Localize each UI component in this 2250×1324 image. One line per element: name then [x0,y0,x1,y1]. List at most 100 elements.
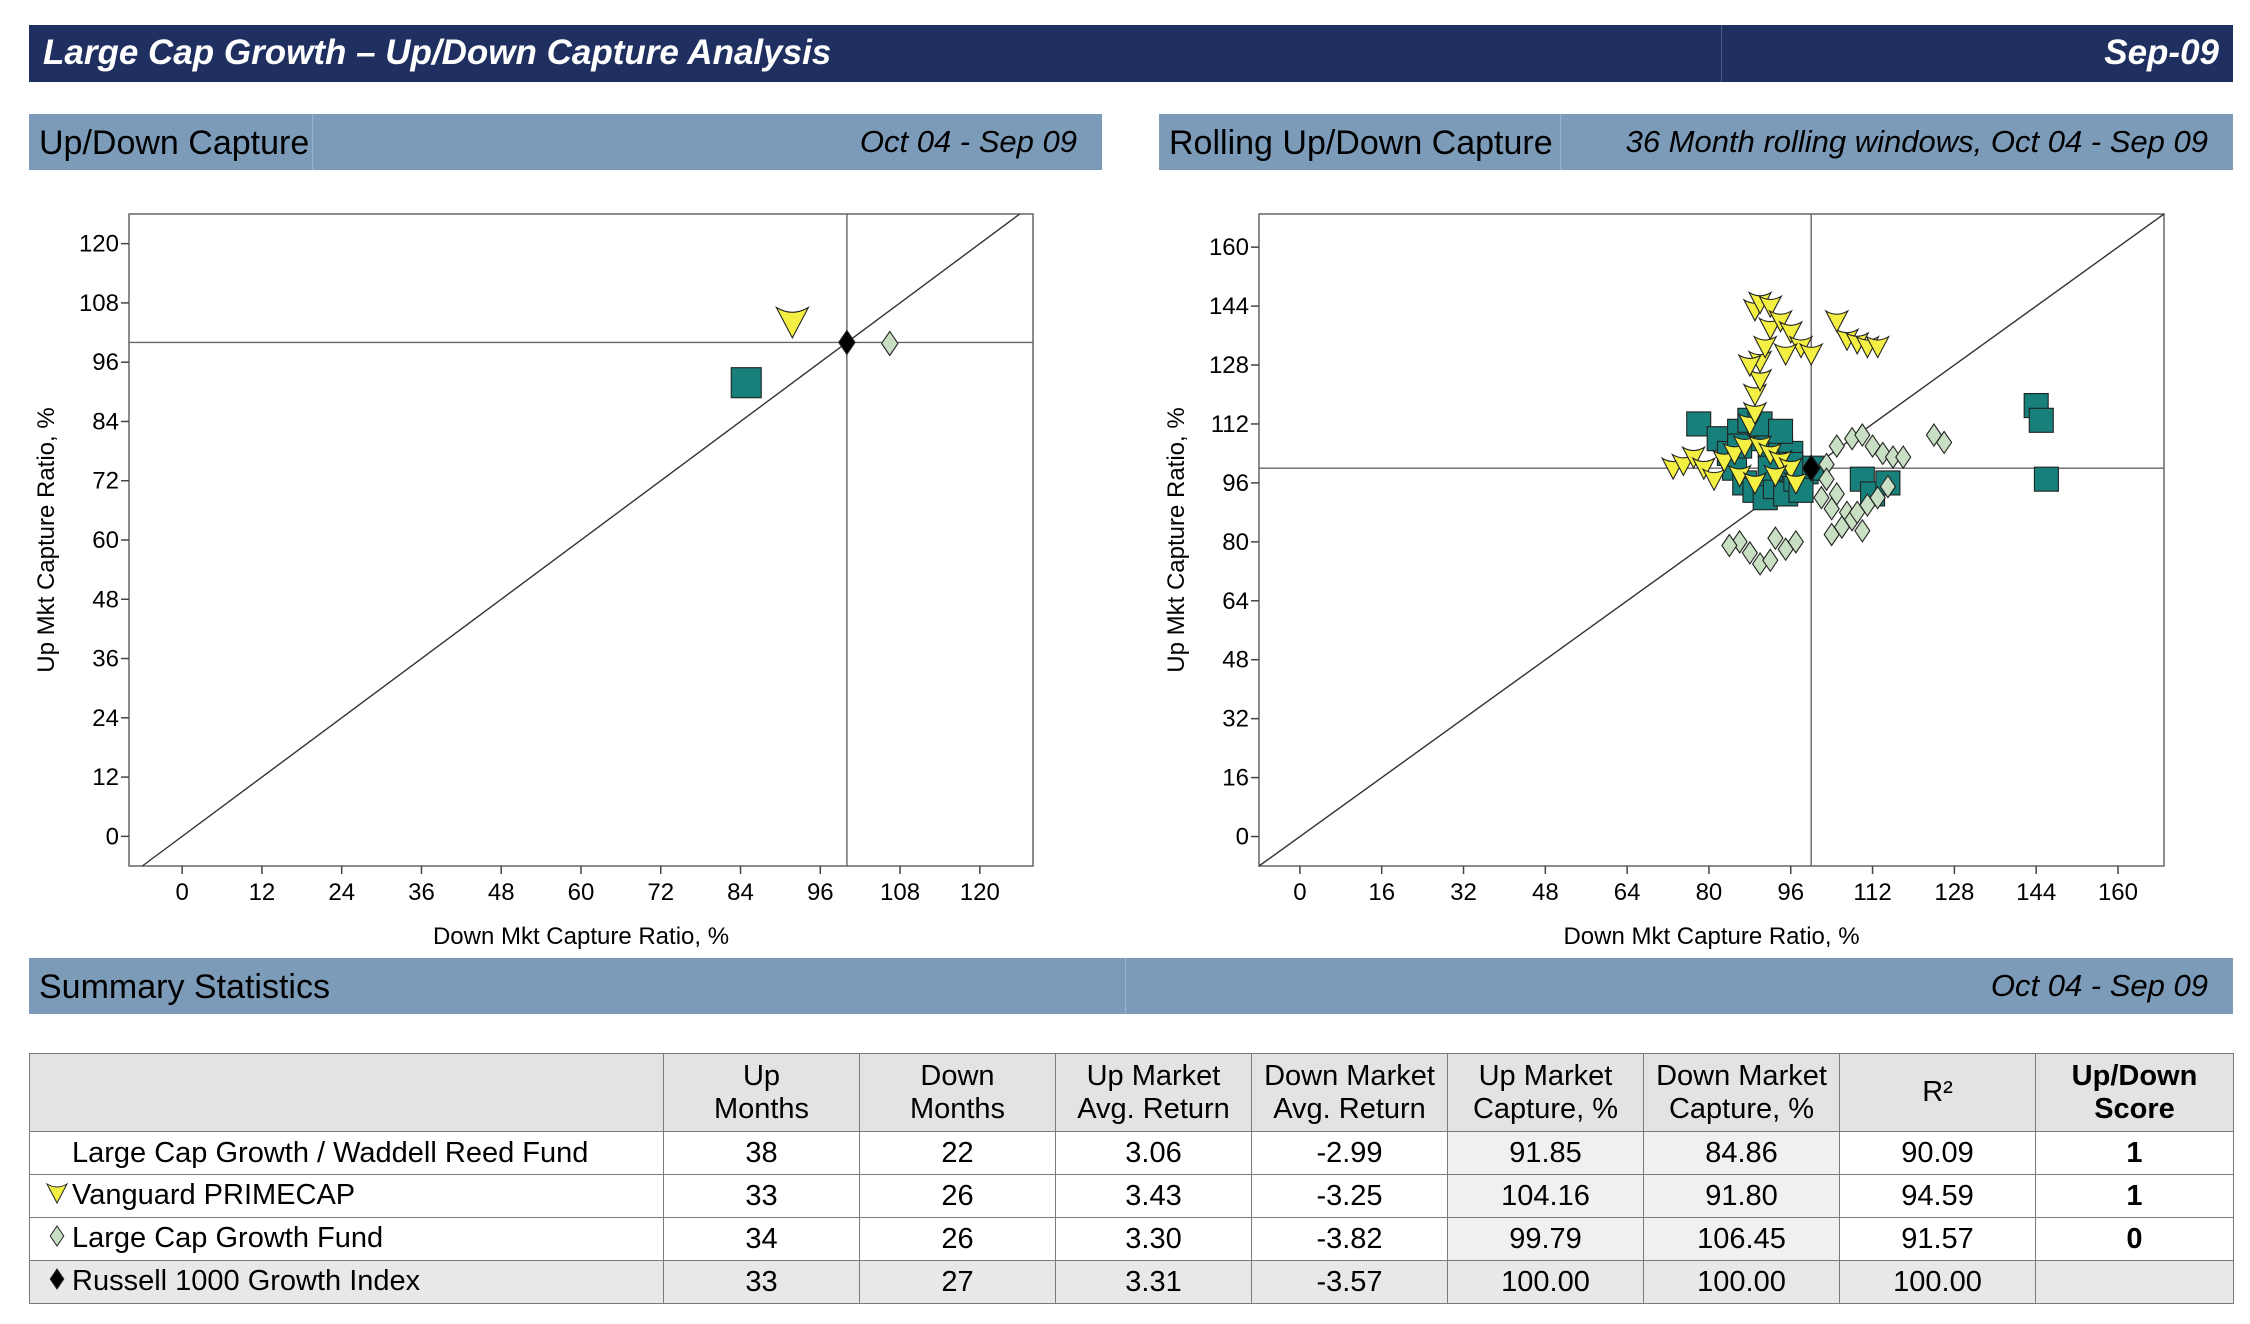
y-tick-label: 16 [1222,765,1249,792]
data-point-diamond [1895,445,1912,470]
x-tick-label: 48 [488,879,515,906]
cell-up-avg: 3.31 [1055,1260,1252,1304]
data-point-diamond [1864,434,1881,459]
column-header: Up Months [663,1053,860,1132]
cell-down-months: 26 [859,1217,1056,1261]
rolling-updown-capture-chart: 0 16 32 48 64 80 96 112 128 144 160 0 16 32 48 64 80 96 11… [1163,213,2165,950]
data-point-triangle-down [1773,342,1799,367]
y-tick-label: 128 [1209,352,1249,379]
data-point-triangle-down [1778,320,1804,345]
y-tick-label: 60 [92,527,119,554]
data-point-triangle-down [1737,353,1763,378]
cell-up-months: 38 [663,1131,860,1175]
data-point-triangle-down [1742,401,1768,426]
x-tick-label: 112 [1853,879,1891,906]
data-point-diamond [838,329,856,356]
data-point-diamond [1828,434,1845,459]
y-tick-label: 96 [1222,470,1249,497]
y-tick-label: 48 [92,586,119,613]
x-tick-label: 36 [408,879,435,906]
y-tick-label: 144 [1209,293,1249,320]
data-point-triangle-down [1757,442,1783,466]
y-tick-label: 64 [1222,588,1249,615]
data-point-square [2033,466,2059,492]
x-tick-label: 84 [727,879,754,906]
cell-down-avg: -2.99 [1251,1131,1448,1175]
data-point-diamond [1813,485,1830,510]
data-point-triangle-down [1824,309,1850,334]
data-point-triangle-down [1768,449,1793,473]
data-point-triangle-down [1732,434,1758,459]
cell-up-months: 33 [663,1260,860,1304]
cell-score: 0 [2035,1217,2234,1261]
data-point-diamond [1801,454,1821,483]
data-point-diamond [880,330,899,357]
data-point-triangle-down [1727,464,1753,488]
x-tick-label: 0 [1293,879,1306,906]
x-tick-label: 24 [328,879,355,906]
cell-score: 1 [2035,1174,2234,1218]
x-tick-label: 160 [2098,879,2138,906]
row-name: Russell 1000 Growth Index [29,1260,664,1304]
column-header: Down Market Avg. Return [1251,1053,1448,1132]
cell-up-months: 34 [663,1217,860,1261]
data-point-triangle-down [1681,445,1707,470]
x-tick-label: 108 [880,879,920,906]
x-tick-label: 96 [1777,879,1804,906]
summary-section-title: Summary Statistics [39,968,330,1006]
cell-up-avg: 3.06 [1055,1131,1252,1175]
data-point-triangle-down [1834,327,1860,352]
data-point-diamond [1721,533,1738,558]
data-point-square [730,367,762,399]
data-point-triangle-down [1778,456,1804,481]
column-header [29,1053,664,1132]
cell-r2: 90.09 [1839,1131,2036,1175]
table-header-row: Up Months Down Months Up Market Avg. Return Do… [29,1053,2234,1132]
data-point-diamond [1935,430,1953,455]
summary-section-bar: Summary Statistics Oct 04 - Sep 09 [29,958,2233,1014]
table-row: Russell 1000 Growth Index 33 27 3.31 -3.57 10… [29,1260,2234,1304]
cell-score [2035,1260,2234,1304]
row-name: Large Cap Growth Fund [29,1217,664,1261]
data-point-triangle-down [774,305,810,340]
y-tick-label: 24 [92,705,119,732]
page-title: Large Cap Growth – Up/Down Capture Analy… [43,33,832,72]
x-axis-label: Down Mkt Capture Ratio, % [433,923,729,950]
left-section-bar: Up/Down Capture Oct 04 - Sep 09 [29,114,1102,170]
data-point-diamond [1823,496,1840,521]
data-point-triangle-down [1752,335,1778,359]
data-point-diamond [1787,529,1805,554]
data-point-triangle-down [1763,464,1788,488]
data-point-diamond [1854,518,1871,543]
x-tick-label: 120 [960,879,1000,906]
x-tick-label: 144 [2016,879,2056,906]
data-point-triangle-down [1788,335,1814,359]
column-header: R² [1839,1053,2036,1132]
cell-down-avg: -3.82 [1251,1217,1448,1261]
triangle-down-marker-icon [45,1182,69,1204]
y-tick-label: 96 [92,349,119,376]
data-point-square [2028,407,2054,433]
row-name: Vanguard PRIMECAP [29,1174,664,1218]
x-tick-label: 64 [1614,879,1641,906]
x-tick-label: 72 [647,879,674,906]
data-point-diamond [1854,423,1871,447]
data-point-diamond [1762,548,1779,573]
summary-section-period: Oct 04 - Sep 09 [1990,968,2208,1003]
cell-down-capture: 100.00 [1643,1260,1840,1304]
data-point-diamond [1741,540,1758,565]
diagonal-line [1258,213,2165,867]
data-point-triangle-down [1844,331,1870,356]
x-tick-label: 12 [249,879,276,906]
data-point-triangle-down [1691,456,1717,481]
diagonal-line [141,213,1021,867]
y-tick-label: 12 [92,764,119,791]
x-tick-label: 80 [1696,879,1723,906]
data-point-square [1767,418,1794,444]
x-axis-label: Down Mkt Capture Ratio, % [1563,923,1859,950]
cell-r2: 91.57 [1839,1217,2036,1261]
cell-down-months: 27 [859,1260,1056,1304]
data-point-diamond [1833,515,1851,540]
data-point-triangle-down [1757,294,1783,319]
cell-down-capture: 106.45 [1643,1217,1840,1261]
